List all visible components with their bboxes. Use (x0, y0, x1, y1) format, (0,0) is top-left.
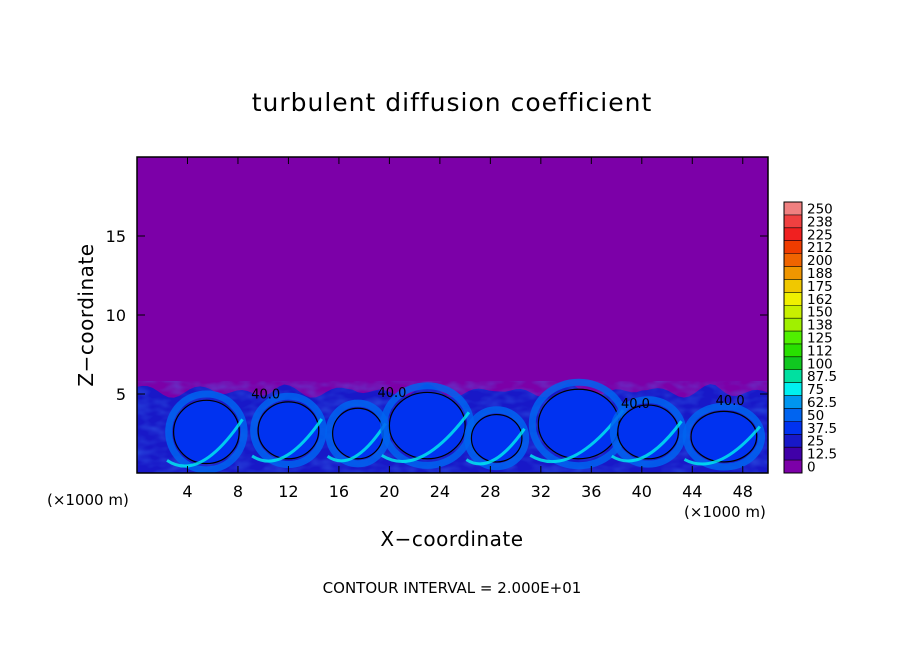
contour-label: 40.0 (716, 394, 745, 409)
x-tick-label: 16 (329, 482, 349, 501)
eddy-core (172, 399, 240, 465)
colorbar-swatch (784, 382, 802, 396)
colorbar-label: 150 (807, 305, 833, 321)
colorbar-label: 25 (807, 434, 824, 450)
chart-title: turbulent diffusion coefficient (252, 88, 653, 117)
colorbar-swatch (784, 369, 802, 383)
eddy-core (470, 413, 523, 463)
colorbar-label: 87.5 (807, 369, 837, 385)
colorbar-swatch (784, 421, 802, 435)
colorbar-swatch (784, 279, 802, 293)
colorbar-swatch (784, 214, 802, 228)
eddy-filament (166, 418, 244, 468)
x-tick-label: 20 (379, 482, 399, 501)
contour-label: 40.0 (621, 397, 650, 412)
colorbar-label: 238 (807, 214, 833, 230)
eddy-ring (464, 406, 530, 471)
eddy-core (537, 388, 620, 460)
x-axis-title: X−coordinate (380, 527, 523, 551)
colorbar-swatch (784, 460, 802, 473)
colorbar-swatch (784, 253, 802, 267)
eddy-core (257, 401, 320, 460)
colorbar-swatch (784, 318, 802, 332)
eddy-ring (682, 402, 766, 471)
eddy-core (617, 404, 679, 460)
y-tick-label: 15 (106, 227, 126, 246)
x-tick-label: 44 (682, 482, 702, 501)
eddy-filament (683, 425, 762, 466)
colorbar-label: 0 (807, 460, 816, 476)
colorbar-label: 162 (807, 292, 833, 308)
colorbar-label: 12.5 (807, 447, 837, 463)
colorbar-label: 225 (807, 227, 833, 243)
colorbar: 2502382252122001881751621501381251121008… (783, 201, 837, 476)
colorbar-swatch (784, 266, 802, 280)
colorbar-swatch (784, 227, 802, 241)
y-tick-label: 10 (106, 306, 126, 325)
colorbar-label: 75 (807, 382, 824, 398)
colorbar-swatch (784, 240, 802, 254)
colorbar-swatch (784, 343, 802, 357)
x-tick-label: 40 (632, 482, 652, 501)
y-tick-label: 5 (116, 385, 126, 404)
x-tick-label: 32 (531, 482, 551, 501)
colorbar-label: 62.5 (807, 395, 837, 411)
colorbar-swatch (784, 395, 802, 409)
eddy-ring (165, 390, 248, 473)
colorbar-swatch (784, 447, 802, 461)
eddy-filament (251, 418, 323, 463)
colorbar-swatch (784, 305, 802, 319)
eddy-filament (381, 411, 471, 463)
colorbar-swatch (784, 331, 802, 344)
y-axis-unit: (×1000 m) (47, 491, 129, 509)
contour-label: 40.0 (251, 388, 280, 403)
colorbar-swatch (784, 356, 802, 370)
colorbar-swatch (784, 292, 802, 306)
eddy-core (332, 407, 384, 460)
x-tick-label: 12 (278, 482, 298, 501)
x-axis-ticks: 4 8 12 16 20 24 28 32 36 40 44 48 (182, 157, 753, 501)
colorbar-label: 175 (807, 279, 833, 295)
x-axis-unit: (×1000 m) (684, 503, 766, 521)
colorbar-label: 125 (807, 331, 833, 347)
colorbar-label: 37.5 (807, 421, 837, 437)
colorbar-swatch (784, 434, 802, 448)
eddy-ring (609, 396, 687, 468)
colorbar-label: 100 (807, 356, 833, 372)
x-tick-label: 24 (430, 482, 450, 501)
eddy-filament (465, 427, 526, 466)
colorbar-label: 112 (807, 343, 833, 359)
x-tick-label: 48 (733, 482, 753, 501)
turbulence-field (137, 378, 768, 473)
y-axis-title: Z−coordinate (74, 243, 98, 386)
colorbar-label: 138 (807, 318, 833, 334)
colorbar-label: 250 (807, 201, 833, 217)
x-tick-label: 36 (581, 482, 601, 501)
plot-area: 40.0 40.0 40.0 40.0 (136, 156, 769, 474)
x-tick-label: 4 (182, 482, 192, 501)
contour-label: 40.0 (377, 386, 406, 401)
colorbar-label: 200 (807, 253, 833, 269)
colorbar-swatch (784, 202, 802, 215)
y-axis-ticks: 5 10 15 (106, 227, 768, 404)
eddy-filament (326, 422, 387, 463)
contour-interval-note: CONTOUR INTERVAL = 2.000E+01 (323, 579, 582, 597)
eddy-ring (250, 392, 327, 468)
colorbar-label: 50 (807, 408, 824, 424)
colorbar-swatch (784, 408, 802, 422)
colorbar-label: 188 (807, 266, 833, 282)
eddy-core (690, 410, 758, 463)
x-tick-label: 28 (480, 482, 500, 501)
colorbar-label: 212 (807, 240, 833, 256)
x-tick-label: 8 (233, 482, 243, 501)
eddy-core (388, 391, 466, 460)
eddy-filament (610, 420, 683, 463)
